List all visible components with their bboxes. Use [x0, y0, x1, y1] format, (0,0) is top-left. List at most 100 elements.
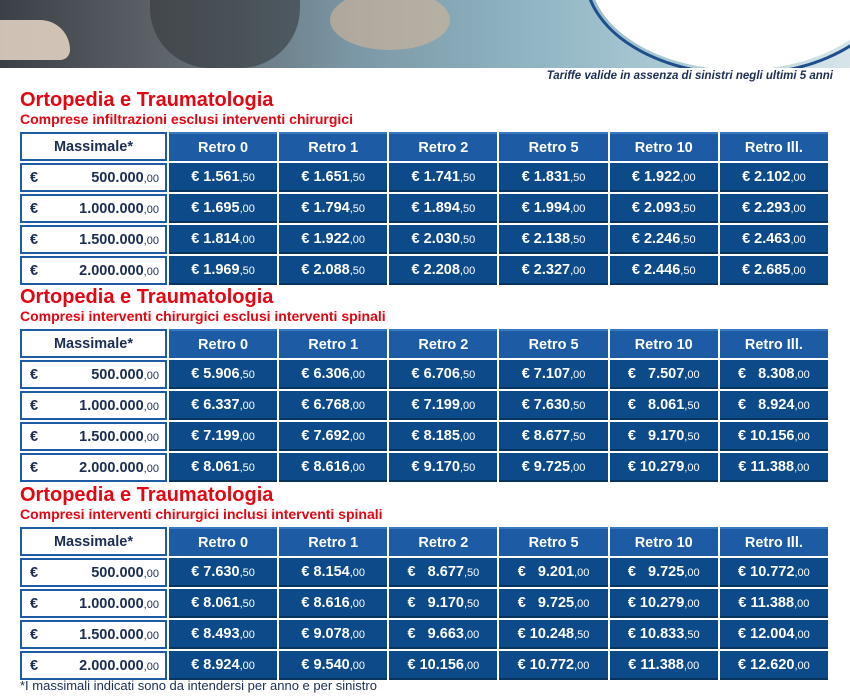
price-cell: € 1.894,50: [389, 194, 498, 223]
pricing-section-2: Ortopedia e Traumatologia Compresi interv…: [20, 286, 832, 484]
price-integer: € 1.894: [411, 199, 460, 216]
price-cell: € 11.388,00: [609, 651, 718, 680]
price-decimals: ,50: [574, 628, 590, 641]
price-cell: € 9.725,00: [499, 453, 608, 482]
price-decimals: ,00: [684, 461, 700, 474]
table-row: €500.000,00 € 7.630,50 € 8.154,00 € 8.677,5…: [20, 558, 828, 587]
price-integer: € 6.768: [301, 396, 350, 413]
price-cell: € 8.924,00: [168, 651, 278, 680]
price-cell: € 8.185,00: [389, 422, 498, 451]
pricing-section-1: Ortopedia e Traumatologia Comprese infilt…: [20, 89, 832, 287]
price-cell: € 8.677,50: [389, 558, 498, 587]
price-decimals: ,00: [794, 461, 810, 474]
amount-decimals: ,00: [143, 235, 159, 247]
price-integer: € 11.388: [738, 594, 795, 611]
amount-integer: 1.000.000: [79, 201, 144, 217]
price-decimals: ,00: [463, 659, 480, 672]
table-row: €1.500.000,00 € 8.493,00 € 9.078,00 € 9.663…: [20, 620, 828, 649]
price-cell: € 2.327,00: [499, 256, 608, 285]
price-integer: € 8.924: [191, 656, 240, 673]
price-integer: € 8.308: [738, 365, 795, 382]
price-cell: € 8.061,50: [168, 453, 278, 482]
price-decimals: ,00: [349, 430, 366, 443]
price-cell: € 1.922,00: [279, 225, 388, 254]
price-decimals: ,50: [239, 264, 255, 277]
price-integer: € 11.388: [628, 656, 684, 673]
price-cell: € 5.906,50: [168, 360, 278, 389]
section-subtitle: Compresi interventi chirurgici esclusi i…: [20, 308, 386, 324]
price-integer: € 9.725: [521, 458, 571, 475]
price-integer: € 8.185: [411, 427, 460, 444]
price-integer: € 2.446: [631, 261, 681, 278]
price-integer: € 1.794: [301, 199, 350, 216]
price-cell: € 1.814,00: [168, 225, 278, 254]
amount-integer: 500.000: [91, 565, 144, 581]
price-integer: € 10.772: [738, 563, 795, 580]
column-header: Retro 5: [499, 329, 608, 358]
price-decimals: ,50: [570, 430, 586, 443]
price-integer: € 8.493: [191, 625, 240, 642]
price-decimals: ,00: [459, 264, 476, 277]
price-decimals: ,50: [349, 202, 366, 215]
massimale-amount: 500.000,00: [91, 565, 159, 581]
photo-shadow: [150, 0, 300, 68]
price-cell: € 8.308,00: [719, 360, 828, 389]
amount-decimals: ,00: [143, 463, 159, 475]
price-integer: € 7.199: [191, 427, 240, 444]
column-header: Retro 1: [279, 329, 388, 358]
price-cell: € 10.279,00: [609, 589, 718, 618]
price-integer: € 1.994: [521, 199, 571, 216]
price-decimals: ,50: [684, 399, 700, 412]
price-decimals: ,00: [790, 171, 806, 184]
price-cell: € 9.201,00: [499, 558, 608, 587]
price-cell: € 8.616,00: [279, 589, 388, 618]
price-decimals: ,00: [570, 264, 586, 277]
price-integer: € 8.061: [191, 594, 240, 611]
price-decimals: ,00: [239, 659, 255, 672]
price-cell: € 9.663,00: [389, 620, 498, 649]
price-integer: € 9.663: [407, 625, 464, 642]
price-decimals: ,00: [349, 597, 366, 610]
massimale-amount: 1.000.000,00: [79, 596, 159, 612]
price-integer: € 1.561: [191, 168, 240, 185]
price-integer: € 9.170: [407, 594, 464, 611]
price-integer: € 2.463: [742, 230, 791, 247]
amount-integer: 1.000.000: [79, 596, 144, 612]
price-decimals: ,00: [794, 430, 810, 443]
price-decimals: ,00: [684, 566, 700, 579]
table-row: €1.000.000,00 € 6.337,00 € 6.768,00 € 7.199…: [20, 391, 828, 420]
header-photo: [0, 0, 850, 68]
price-cell: € 2.293,00: [719, 194, 828, 223]
price-cell: € 10.156,00: [719, 422, 828, 451]
price-cell: € 6.337,00: [168, 391, 278, 420]
amount-integer: 2.000.000: [79, 658, 144, 674]
column-header: Retro 0: [168, 132, 278, 161]
massimale-cell: €500.000,00: [20, 360, 167, 389]
price-decimals: ,00: [349, 461, 366, 474]
price-cell: € 2.208,00: [389, 256, 498, 285]
massimale-cell: €1.000.000,00: [20, 194, 167, 223]
currency-symbol: €: [30, 232, 39, 248]
column-header: Retro 5: [499, 132, 608, 161]
price-cell: € 8.677,50: [499, 422, 608, 451]
amount-decimals: ,00: [143, 204, 159, 216]
price-decimals: ,50: [680, 264, 696, 277]
currency-symbol: €: [30, 565, 39, 581]
price-cell: € 10.248,50: [499, 620, 608, 649]
price-cell: € 6.768,00: [279, 391, 388, 420]
amount-decimals: ,00: [143, 370, 159, 382]
price-integer: € 7.507: [627, 365, 685, 382]
table-header-row: Massimale* Retro 0 Retro 1 Retro 2 Retro 5 Re…: [20, 329, 828, 358]
price-cell: € 1.994,00: [499, 194, 608, 223]
photo-skin: [330, 0, 450, 50]
price-integer: € 1.922: [631, 168, 681, 185]
price-integer: € 7.107: [521, 365, 571, 382]
price-decimals: ,50: [680, 233, 696, 246]
price-integer: € 2.030: [411, 230, 460, 247]
price-cell: € 10.833,50: [609, 620, 718, 649]
price-decimals: ,00: [790, 264, 806, 277]
price-integer: € 9.201: [517, 563, 575, 580]
price-decimals: ,50: [239, 566, 255, 579]
footnote: *I massimali indicati sono da intendersi…: [20, 678, 377, 693]
price-cell: € 2.102,00: [719, 163, 828, 192]
